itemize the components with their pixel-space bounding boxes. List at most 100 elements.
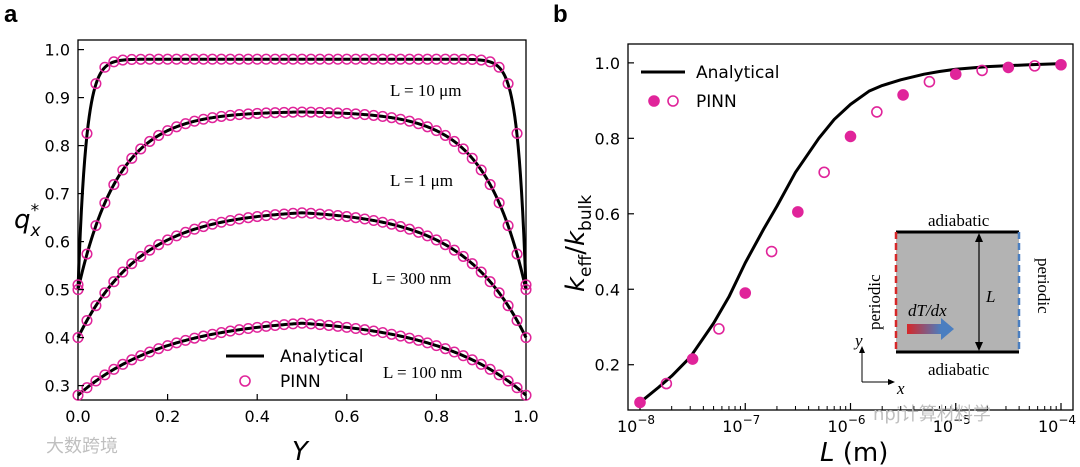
inset-right-label: periodic: [1034, 258, 1053, 314]
a-ytick-label: 0.4: [45, 329, 70, 348]
a-pinn-point: [135, 143, 147, 155]
a-pinn-point: [135, 250, 147, 262]
a-pinn-point: [466, 258, 478, 270]
a-pinn-point: [90, 220, 102, 232]
a-pinn-point: [72, 389, 84, 401]
a-ytick-label: 0.6: [45, 233, 70, 252]
a-pinn-point: [430, 234, 442, 246]
a-pinn-point: [162, 125, 174, 137]
a-pinn-point: [475, 164, 487, 176]
a-pinn-point: [493, 197, 505, 209]
a-pinn-point: [511, 314, 523, 327]
legend-a-marker-swatch: [239, 375, 251, 387]
legend-b-analytical: Analytical: [696, 63, 779, 83]
a-pinn-point: [153, 239, 165, 251]
a-analytical-curve: [76, 57, 528, 290]
a-pinn-point: [466, 152, 478, 164]
legend-b: Analytical PINN: [641, 63, 779, 112]
a-ytick-label: 0.8: [45, 137, 70, 156]
a-pinn-point: [81, 314, 93, 327]
a-pinn-point: [448, 135, 460, 147]
a-pinn-point: [99, 197, 111, 209]
a-pinn-point: [493, 369, 505, 381]
legend-a-analytical: Analytical: [280, 347, 363, 367]
legend-a: Analytical PINN: [226, 347, 363, 392]
legend-b-pinn: PINN: [696, 92, 737, 112]
ylabel-b: keff/kbulk: [561, 195, 596, 292]
a-pinn-point: [493, 287, 505, 299]
a-pinn-point: [493, 61, 505, 73]
label-10um: L = 10 μm: [390, 81, 461, 100]
a-pinn-point: [81, 127, 93, 140]
a-pinn-point: [108, 179, 120, 191]
xlabel-b: L (m): [820, 438, 888, 467]
a-pinn-point: [117, 164, 129, 176]
watermark-right: npj计算材料学: [873, 404, 991, 425]
a-pinn-point: [484, 363, 496, 375]
a-pinn-point: [520, 332, 532, 344]
inset-x-label: x: [896, 379, 905, 398]
a-pinn-point: [135, 350, 147, 362]
inset-gradient-arrow-body: [907, 324, 941, 334]
a-pinn-point: [520, 284, 532, 296]
b-xtick-label: 10−8: [617, 413, 655, 436]
a-pinn-point: [117, 266, 129, 278]
b-pinn-point: [976, 64, 988, 77]
a-pinn-point: [466, 354, 478, 366]
a-pinn-point: [457, 143, 469, 155]
label-300nm: L = 300 nm: [372, 269, 451, 288]
a-analytical-curve: [77, 321, 527, 397]
ylabel-a: qx*: [14, 201, 42, 241]
legend-b-open-swatch: [667, 95, 679, 107]
a-pinn-point: [439, 129, 451, 141]
a-pinn-point: [520, 389, 532, 401]
legend-b-filled-swatch: [648, 95, 660, 107]
label-100nm: L = 100 nm: [383, 363, 462, 382]
b-pinn-point: [765, 245, 778, 258]
b-ytick-label: 0.8: [595, 129, 620, 148]
a-pinn-point: [99, 287, 111, 299]
xlabel-a: Y: [292, 437, 310, 467]
a-analytical-curve: [76, 110, 528, 290]
a-xtick-label: 0.2: [155, 407, 180, 426]
a-pinn-point: [117, 358, 129, 370]
a-pinn-point: [144, 135, 156, 147]
a-pinn-point: [90, 300, 102, 312]
inset-top-label: adiabatic: [928, 211, 990, 230]
a-pinn-point: [475, 358, 487, 370]
b-pinn-point: [923, 75, 936, 88]
a-pinn-point: [90, 78, 102, 90]
a-analytical-curve: [76, 211, 528, 339]
a-pinn-point: [162, 234, 174, 246]
a-pinn-point: [99, 369, 111, 381]
a-pinn-point: [90, 375, 102, 387]
b-xtick-label: 10−5: [933, 413, 971, 436]
inset-gradient-arrow-icon: [941, 318, 954, 340]
a-ytick-label: 0.7: [45, 185, 70, 204]
b-pinn-point: [792, 206, 804, 218]
a-pinn-point: [520, 279, 532, 291]
a-pinn-point: [108, 276, 120, 288]
a-xtick-label: 0.8: [424, 407, 449, 426]
label-1um: L = 1 μm: [390, 171, 453, 190]
b-pinn-point: [949, 68, 962, 80]
a-xtick-label: 1.0: [513, 407, 538, 426]
b-pinn-point: [1055, 58, 1067, 71]
b-pinn-point: [634, 396, 646, 409]
legend-a-pinn: PINN: [280, 372, 321, 392]
b-xtick-label: 10−4: [1038, 413, 1076, 436]
a-pinn-point: [475, 266, 487, 278]
inset-y-label: y: [853, 331, 863, 350]
a-pinn-point: [126, 354, 138, 366]
b-xtick-label: 10−7: [722, 413, 760, 436]
inset-x-arrow-icon: [888, 379, 895, 385]
panel-a-frame: [77, 39, 527, 401]
b-pinn-point: [713, 323, 725, 335]
a-pinn-point: [448, 244, 460, 256]
panel-a-chart: 0.0 0.2 0.4 0.6 0.8 1.0 0.3 0.4 0.5 0.6 0.7 0.8 0.9 1…: [14, 39, 539, 467]
a-pinn-point: [430, 125, 442, 137]
b-xtick-label: 10−6: [827, 413, 865, 436]
b-pinn-point: [871, 106, 883, 118]
inset-y-arrow-icon: [859, 346, 865, 353]
